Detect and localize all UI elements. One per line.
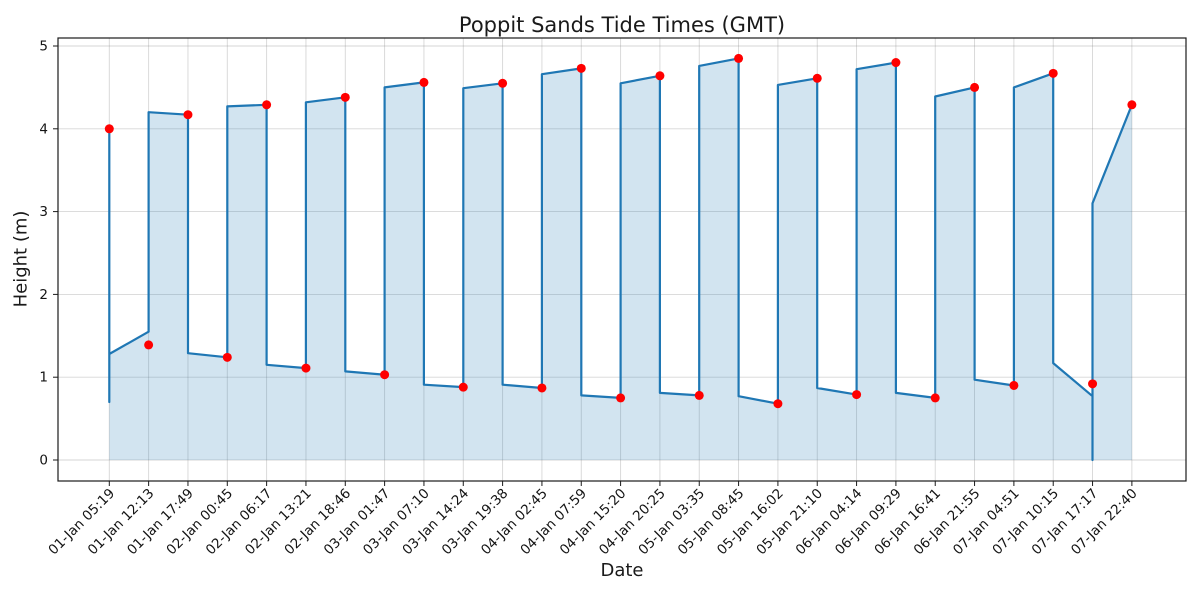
x-axis-label: Date (600, 560, 644, 581)
y-tick-labels: 0 1 2 3 4 5 (39, 39, 48, 469)
svg-text:4: 4 (39, 121, 48, 137)
tide-extreme-markers (104, 53, 1137, 409)
svg-text:3: 3 (39, 204, 48, 220)
y-axis-label: Height (m) (10, 210, 32, 308)
plot-border (57, 37, 1187, 482)
svg-text:5: 5 (39, 39, 48, 55)
svg-text:1: 1 (39, 370, 48, 386)
svg-text:0: 0 (39, 453, 48, 469)
tick-marks (53, 45, 1133, 486)
svg-text:01-Jan 05:19: 01-Jan 05:19 (45, 486, 118, 559)
svg-text:2: 2 (39, 287, 48, 303)
chart-title: Poppit Sands Tide Times (GMT) (458, 13, 786, 37)
